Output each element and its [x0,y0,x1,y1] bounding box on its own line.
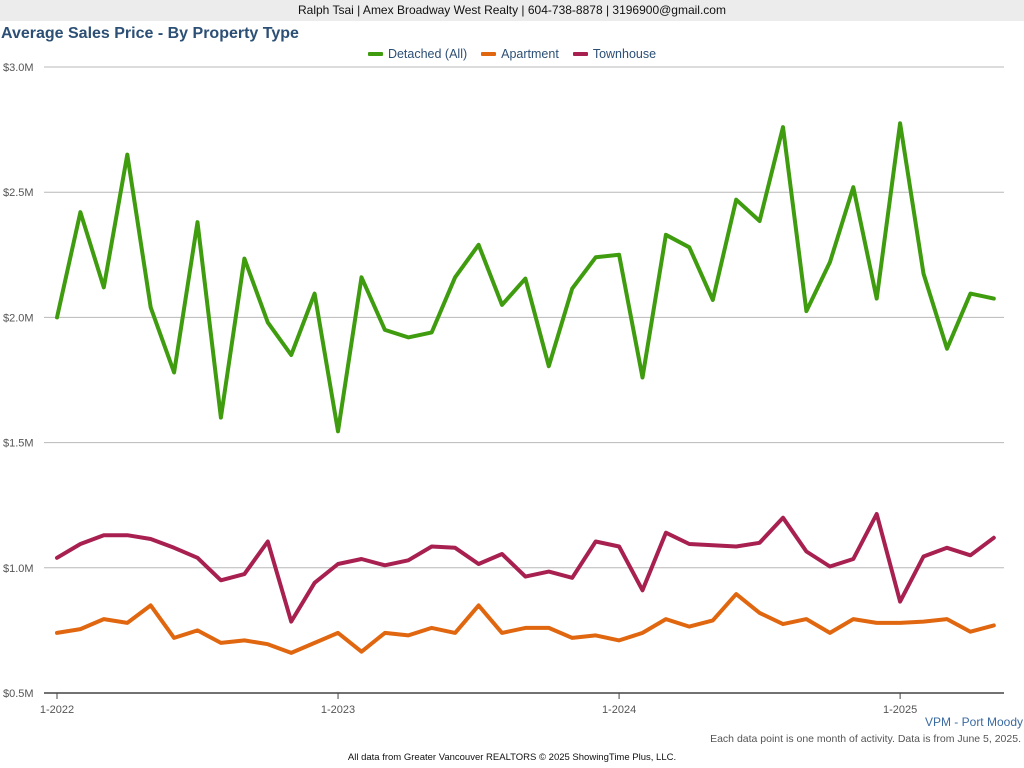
x-tick-label: 1-2024 [602,704,636,716]
legend-swatch-detached [367,52,383,56]
series-line-townhouse [55,512,996,624]
legend-label-apartment: Apartment [501,47,559,61]
legend-swatch-townhouse [572,52,588,56]
source-footer: All data from Greater Vancouver REALTORS… [347,752,677,763]
legend: Detached (All) Apartment Townhouse [0,45,1024,63]
legend-label-detached: Detached (All) [387,47,468,61]
y-tick-label: $2.5M [3,187,34,199]
series-line-apartment [55,592,996,655]
legend-item-detached[interactable]: Detached (All) [367,45,468,63]
x-tick-label: 1-2023 [321,704,355,716]
series-line-detached [55,121,996,434]
x-tick-label: 1-2022 [40,704,74,716]
legend-swatch-apartment [481,52,497,56]
y-tick-label: $1.5M [3,438,34,450]
y-tick-label: $0.5M [3,688,34,700]
x-tick-label: 1-2025 [883,704,917,716]
legend-label-townhouse: Townhouse [592,47,657,61]
contact-header: Ralph Tsai | Amex Broadway West Realty |… [0,0,1024,21]
legend-item-townhouse[interactable]: Townhouse [572,45,657,63]
region-label: VPM - Port Moody [924,715,1023,729]
y-tick-label: $3.0M [3,62,34,74]
data-note: Each data point is one month of activity… [710,733,1021,745]
y-tick-label: $1.0M [3,563,34,575]
chart-title: Average Sales Price - By Property Type [1,25,299,42]
y-tick-label: $2.0M [3,312,34,324]
legend-item-apartment[interactable]: Apartment [481,45,559,63]
